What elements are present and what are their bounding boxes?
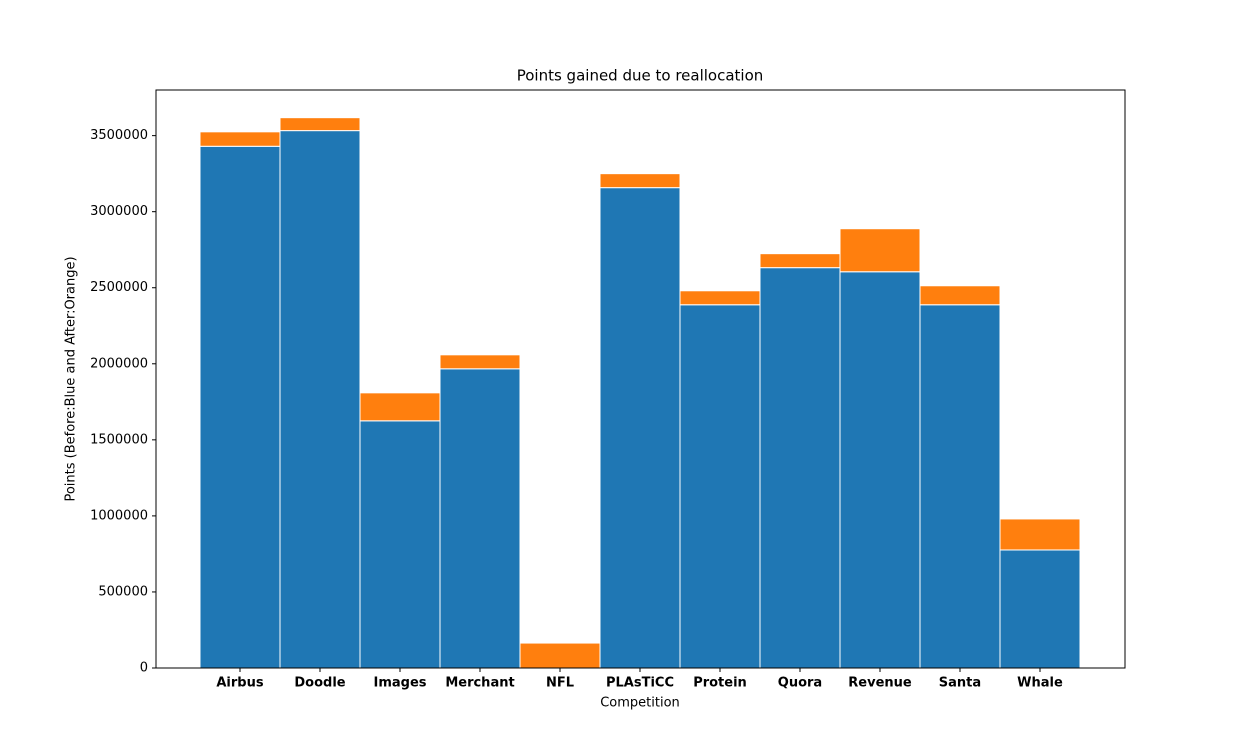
bar-segment [679, 290, 761, 306]
y-axis-label: Points (Before:Blue and After:Orange) [64, 256, 79, 501]
y-tick-label: 3000000 [90, 204, 148, 219]
x-tick-label: Protein [693, 676, 747, 691]
bar-segment [999, 549, 1081, 669]
y-tick-label: 1000000 [90, 508, 148, 523]
x-tick-label: Santa [939, 676, 981, 691]
x-tick-label: Airbus [216, 676, 263, 691]
x-tick-label: Images [373, 676, 426, 691]
bar-segment [359, 392, 441, 422]
bar-segment [519, 642, 601, 669]
bar-segment [599, 187, 681, 669]
bar-segment [919, 304, 1001, 669]
bar-segment [919, 285, 1001, 306]
x-tick-label: NFL [546, 676, 574, 691]
bar-segment [279, 117, 361, 132]
y-tick-label: 2500000 [90, 280, 148, 295]
bar-segment [439, 354, 521, 370]
x-tick-label: PLAsTiCC [606, 676, 674, 691]
x-tick-label: Revenue [848, 676, 912, 691]
bar-segment [679, 304, 761, 669]
bar-segment [359, 420, 441, 669]
bar-segment [759, 253, 841, 269]
x-tick-label: Quora [778, 676, 822, 691]
x-tick-label: Merchant [445, 676, 514, 691]
chart-title: Points gained due to reallocation [517, 67, 764, 85]
bar-segment [199, 131, 281, 147]
x-axis-label: Competition [600, 696, 680, 711]
bar-segment [999, 518, 1081, 551]
x-tick-label: Doodle [294, 676, 345, 691]
bar-segment [279, 130, 361, 669]
x-tick-label: Whale [1017, 676, 1063, 691]
bar-segment [199, 145, 281, 669]
bar-segment [439, 368, 521, 669]
bar-segment [599, 173, 681, 189]
bar-segment [839, 228, 921, 273]
y-tick-label: 2000000 [90, 356, 148, 371]
bar-segment [839, 271, 921, 669]
y-tick-label: 3500000 [90, 128, 148, 143]
y-tick-label: 500000 [98, 584, 148, 599]
y-tick-label: 0 [140, 661, 148, 676]
bar-segment [759, 267, 841, 669]
plot-frame [155, 89, 1126, 669]
y-tick-label: 1500000 [90, 432, 148, 447]
